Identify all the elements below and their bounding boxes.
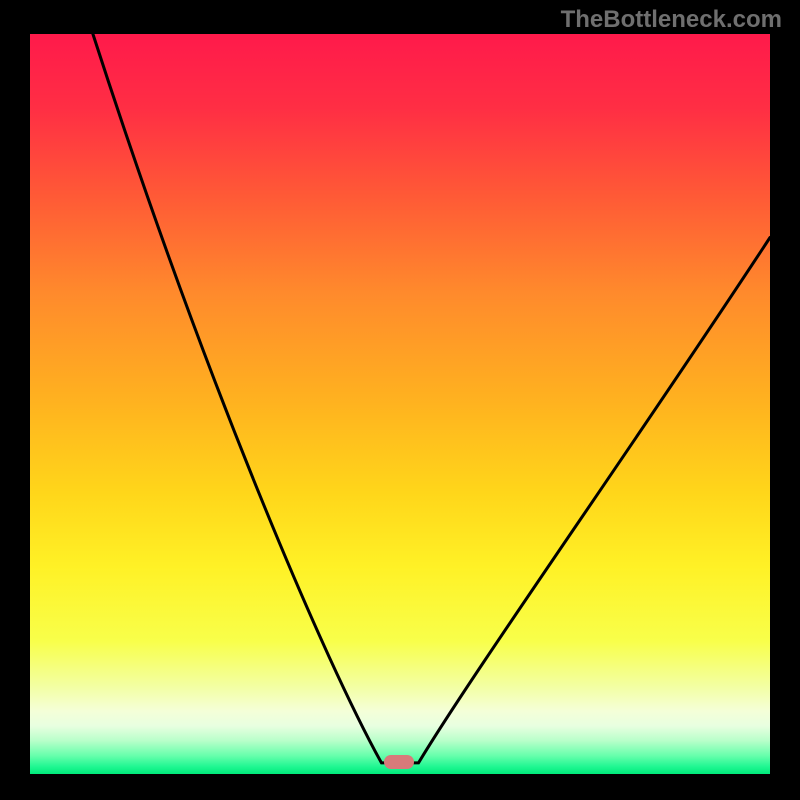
watermark-text: TheBottleneck.com: [561, 6, 782, 34]
minimum-marker: [384, 755, 414, 769]
curve-path: [93, 34, 770, 763]
bottleneck-curve: [30, 34, 770, 774]
plot-area: [30, 34, 770, 774]
chart-frame: TheBottleneck.com: [0, 0, 800, 800]
